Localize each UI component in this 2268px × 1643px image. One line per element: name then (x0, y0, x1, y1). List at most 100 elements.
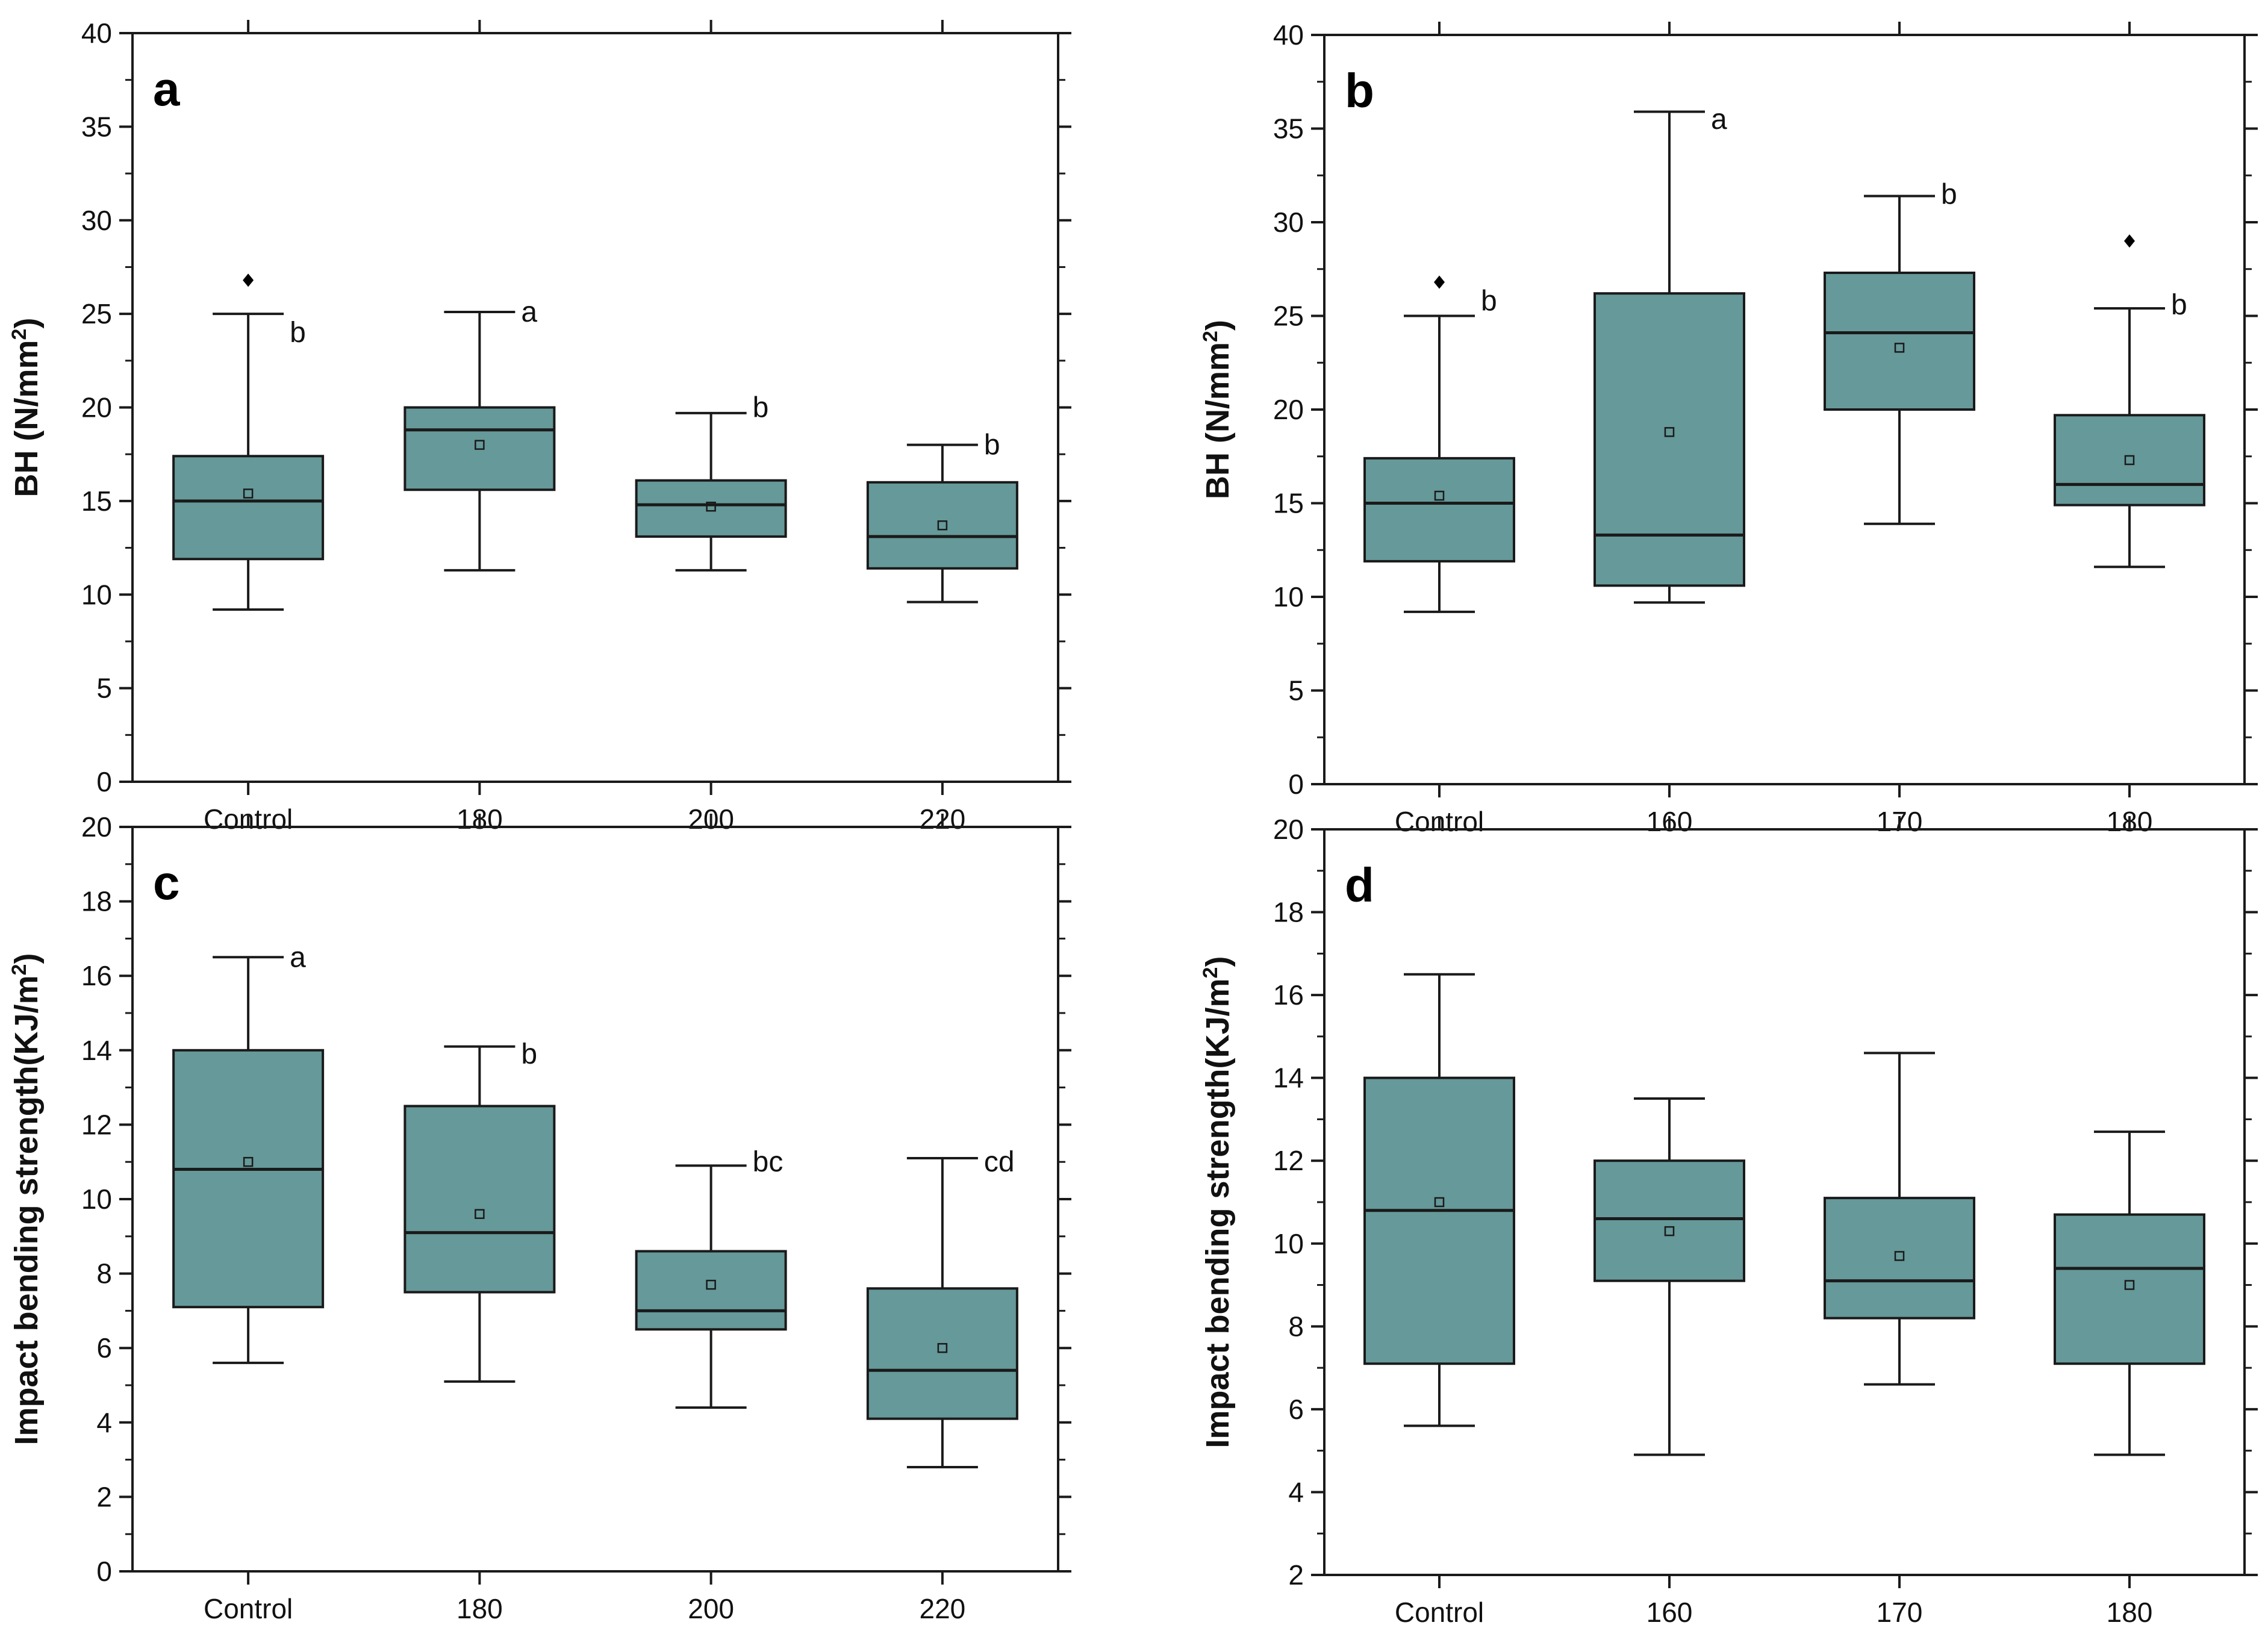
x-tick-label: 180 (2107, 1597, 2153, 1628)
significance-label: a (1711, 104, 1727, 136)
panel-label: a (153, 62, 180, 116)
box-180: a (403, 296, 556, 572)
mean-marker (706, 1279, 716, 1290)
significance-label: b (1481, 285, 1497, 317)
y-tick-label: 8 (96, 1258, 112, 1289)
y-axis-title: Impact bending strength(KJ/m2) (8, 953, 45, 1445)
y-axis-title-main: Impact bending strength(KJ/m (8, 975, 45, 1445)
y-tick-label: 20 (81, 811, 112, 843)
y-tick-label: 10 (81, 1183, 112, 1215)
outlier-point (243, 273, 254, 287)
y-tick-label: 16 (1273, 979, 1304, 1011)
y-tick-label: 5 (96, 673, 112, 704)
y-axis-title-main: Impact bending strength(KJ/m (1200, 978, 1236, 1448)
y-axis-title-superscript: 2 (8, 329, 31, 340)
mean-marker (937, 520, 948, 531)
mean-marker (2124, 1280, 2135, 1290)
iqr-box (172, 1049, 325, 1309)
mean-marker (243, 1156, 254, 1167)
mean-marker (1434, 1197, 1445, 1208)
box-Control: a (172, 941, 325, 1364)
x-tick-label: 170 (1877, 1597, 1923, 1628)
iqr-box (1363, 1076, 1515, 1365)
mean-marker (937, 1342, 948, 1353)
y-tick-label: 10 (1273, 581, 1304, 613)
y-axis-title: BH (N/mm2) (8, 318, 45, 497)
y-tick-label: 0 (96, 1556, 112, 1587)
mean-marker (475, 440, 485, 450)
panel-label: c (153, 856, 180, 909)
panel-label: d (1345, 858, 1374, 912)
y-axis-title-main: BH (N/mm (8, 340, 45, 497)
significance-label: a (521, 296, 537, 328)
y-tick-label: 2 (1288, 1559, 1304, 1591)
significance-label: b (2171, 289, 2187, 321)
y-tick-label: 30 (1273, 207, 1304, 238)
box-180: b (2054, 234, 2205, 569)
plot-frame (1323, 34, 2246, 785)
box-160 (1594, 1097, 1745, 1456)
iqr-box (866, 481, 1018, 570)
y-tick-label: 10 (81, 579, 112, 610)
panel-c: 0 2 4 6 8 10 12 14 16 18 20 Control 180 200 220 Impact … (8, 811, 1071, 1624)
mean-marker (1434, 490, 1445, 501)
y-tick-label: 30 (81, 205, 112, 236)
plot-frame (131, 32, 1059, 783)
box-Control: b (172, 273, 325, 611)
iqr-box (1594, 292, 1745, 587)
y-axis-title-main: BH (N/mm (1200, 342, 1236, 499)
y-tick-label: 20 (1273, 814, 1304, 845)
y-tick-label: 4 (96, 1407, 112, 1438)
box-Control (1363, 973, 1515, 1427)
iqr-box (1363, 457, 1515, 563)
significance-label: b (984, 429, 1000, 461)
box-220: cd (866, 1146, 1018, 1468)
y-axis-title-end: ) (8, 953, 45, 964)
y-tick-label: 2 (96, 1481, 112, 1512)
significance-label: b (1941, 178, 1957, 210)
x-tick-label: 180 (456, 1593, 503, 1624)
y-axis-title: BH (N/mm2) (1199, 320, 1236, 499)
mean-marker (475, 1209, 485, 1219)
y-tick-label: 8 (1288, 1311, 1304, 1342)
y-tick-label: 6 (96, 1332, 112, 1364)
iqr-box (1824, 271, 1975, 411)
significance-label: b (753, 392, 769, 424)
y-tick-label: 20 (1273, 394, 1304, 425)
x-tick-label: 160 (1646, 1597, 1693, 1628)
x-tick-label: Control (1395, 1597, 1484, 1628)
box-220: b (866, 429, 1018, 603)
x-tick-label: Control (204, 1593, 293, 1624)
outlier-point (1434, 275, 1445, 289)
mean-marker (1664, 1226, 1675, 1236)
box-Control: b (1363, 275, 1515, 613)
iqr-box (403, 1105, 556, 1294)
y-tick-label: 18 (1273, 897, 1304, 928)
significance-label: a (290, 941, 306, 973)
y-axis-title-superscript: 2 (8, 964, 31, 976)
box-200: b (635, 392, 787, 572)
box-180 (2054, 1130, 2205, 1456)
iqr-box (2054, 414, 2205, 507)
mean-marker (2124, 455, 2135, 466)
mean-marker (706, 501, 716, 512)
y-tick-label: 15 (1273, 488, 1304, 519)
mean-marker (1664, 427, 1675, 437)
y-axis-title-superscript: 2 (1199, 331, 1222, 342)
mean-marker (1894, 1251, 1905, 1261)
iqr-box (635, 1250, 787, 1331)
y-tick-label: 35 (81, 111, 112, 142)
x-tick-label: 220 (920, 1593, 966, 1624)
y-axis-title-superscript: 2 (1199, 967, 1222, 979)
iqr-box (172, 455, 325, 561)
panel-label: b (1345, 64, 1374, 117)
y-tick-label: 12 (1273, 1145, 1304, 1176)
y-tick-label: 40 (81, 17, 112, 49)
y-tick-label: 16 (81, 960, 112, 991)
iqr-box (1594, 1159, 1745, 1282)
iqr-box (635, 479, 787, 538)
y-tick-label: 0 (96, 766, 112, 797)
y-tick-label: 40 (1273, 19, 1304, 51)
